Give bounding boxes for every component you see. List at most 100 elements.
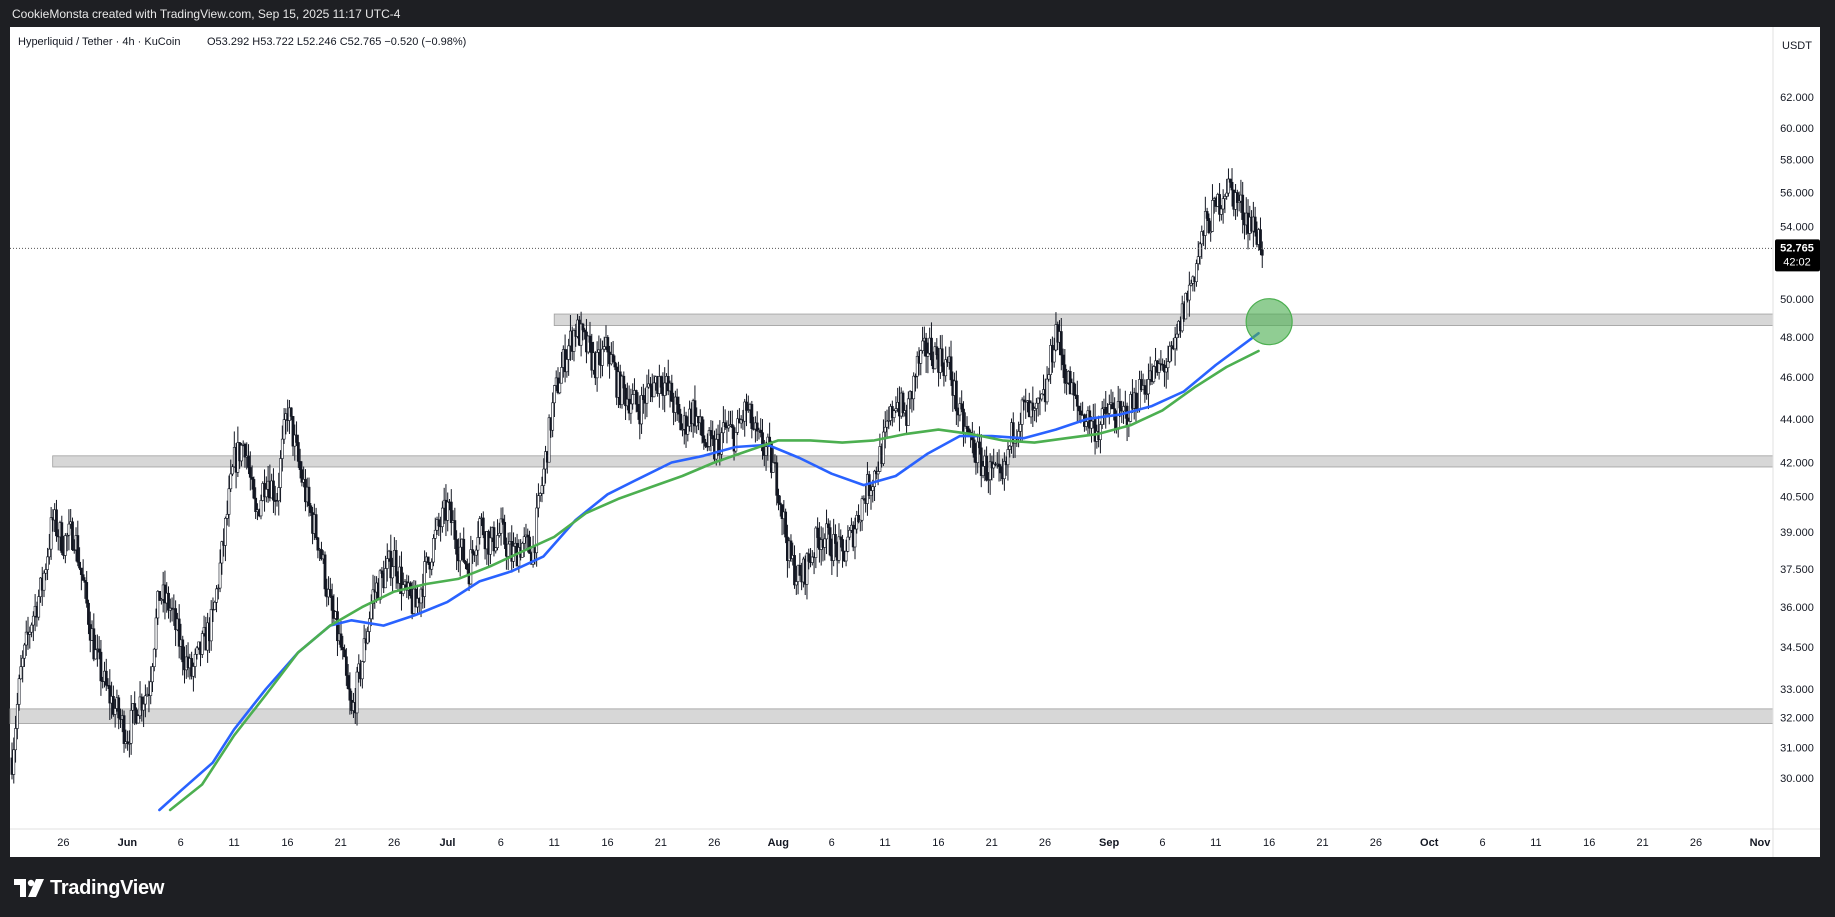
candle (659, 375, 663, 394)
candle (1221, 189, 1225, 224)
candle (816, 517, 820, 548)
candle (912, 372, 916, 411)
candle-body (930, 337, 933, 361)
y-axis[interactable]: 30.000 31.000 32.000 33.000 34.500 36.000 37.5… (1780, 92, 1814, 785)
candle (339, 620, 343, 651)
candle (78, 547, 81, 571)
candle (446, 492, 450, 532)
candle (465, 558, 469, 577)
x-tick-label: 11 (228, 837, 239, 849)
candle (1205, 207, 1209, 222)
candle (280, 425, 284, 472)
candle-body (684, 415, 688, 435)
candle-body (1020, 399, 1024, 425)
candle-body (1230, 181, 1234, 191)
candle-body (227, 488, 231, 515)
candle (1059, 318, 1063, 371)
candle-body (471, 549, 475, 554)
candle-body (453, 520, 457, 540)
candle (978, 426, 981, 455)
y-tick-label: 37.500 (1780, 564, 1814, 576)
candle-body (693, 400, 697, 427)
candle (1065, 368, 1069, 395)
x-tick-label: 6 (1479, 837, 1485, 849)
candle-body (871, 486, 875, 491)
candle-body (1006, 449, 1010, 466)
candle-body (446, 501, 450, 521)
candle-body (583, 329, 587, 333)
candle (300, 461, 304, 487)
x-tick-label: 6 (1159, 837, 1165, 849)
candle (1228, 178, 1232, 188)
y-tick-label: 40.500 (1780, 492, 1814, 504)
candle-body (272, 480, 275, 501)
candle-body (156, 591, 160, 619)
candle (663, 367, 667, 413)
candle (336, 597, 339, 657)
x-axis[interactable]: 26 Jun 6 11 16 21 26 Jul 6 11 16 21 26 Aug 6 11 16 21 26 Se… (57, 837, 1771, 849)
candle-body (1031, 402, 1035, 411)
candle-body (496, 535, 499, 548)
candle (126, 730, 129, 751)
candle (538, 492, 542, 502)
candle (810, 550, 814, 566)
candle (761, 419, 764, 460)
currency-label[interactable]: USDT (1782, 40, 1812, 52)
candle-body (181, 639, 185, 663)
candle-body (344, 656, 348, 676)
candle-body (408, 582, 412, 596)
candle (1237, 191, 1241, 212)
candle (681, 423, 684, 437)
candle (1143, 379, 1147, 403)
candle-body (734, 432, 738, 452)
candle (248, 451, 252, 491)
candle-body (136, 715, 140, 724)
brand-logo[interactable]: TradingView (14, 877, 164, 899)
candle (433, 517, 437, 550)
price-chart[interactable]: 30.000 31.000 32.000 33.000 34.500 36.000 37.5… (0, 0, 1835, 857)
candle (469, 535, 473, 585)
candle-body (588, 335, 592, 343)
candle-body (814, 527, 818, 558)
candle-body (414, 588, 418, 608)
candle (707, 427, 711, 451)
candle-body (1118, 401, 1122, 409)
candle (979, 434, 983, 488)
candle (673, 390, 677, 422)
candle (926, 342, 930, 374)
candle (430, 558, 434, 576)
candle (771, 447, 775, 473)
candle (193, 648, 197, 679)
candle (143, 684, 147, 718)
candle-body (380, 570, 384, 574)
candle (848, 526, 852, 541)
candle (720, 427, 724, 462)
candle-body (224, 518, 227, 546)
candle-body (743, 401, 747, 422)
x-tick-label: Aug (768, 837, 789, 849)
candle (1196, 241, 1200, 271)
candle-body (348, 688, 352, 701)
candle (702, 419, 706, 450)
y-tick-label: 62.000 (1780, 92, 1814, 104)
candle (252, 476, 256, 500)
candle-body (60, 522, 64, 553)
candle-body (497, 532, 501, 536)
candle (1152, 365, 1156, 384)
candle (277, 472, 281, 516)
candle-body (979, 447, 983, 476)
candle (108, 669, 112, 721)
candle (1034, 398, 1038, 423)
candle (894, 396, 898, 414)
candle-body (855, 515, 859, 530)
candle-body (924, 337, 928, 357)
candle-body (499, 518, 503, 534)
candle (156, 590, 160, 625)
candle (542, 458, 546, 495)
candle-body (1059, 331, 1063, 356)
candle-body (992, 463, 996, 469)
candle-body (478, 518, 482, 538)
x-tick-label: 26 (1039, 837, 1051, 849)
candle-body (1198, 243, 1202, 257)
candle (81, 559, 85, 581)
